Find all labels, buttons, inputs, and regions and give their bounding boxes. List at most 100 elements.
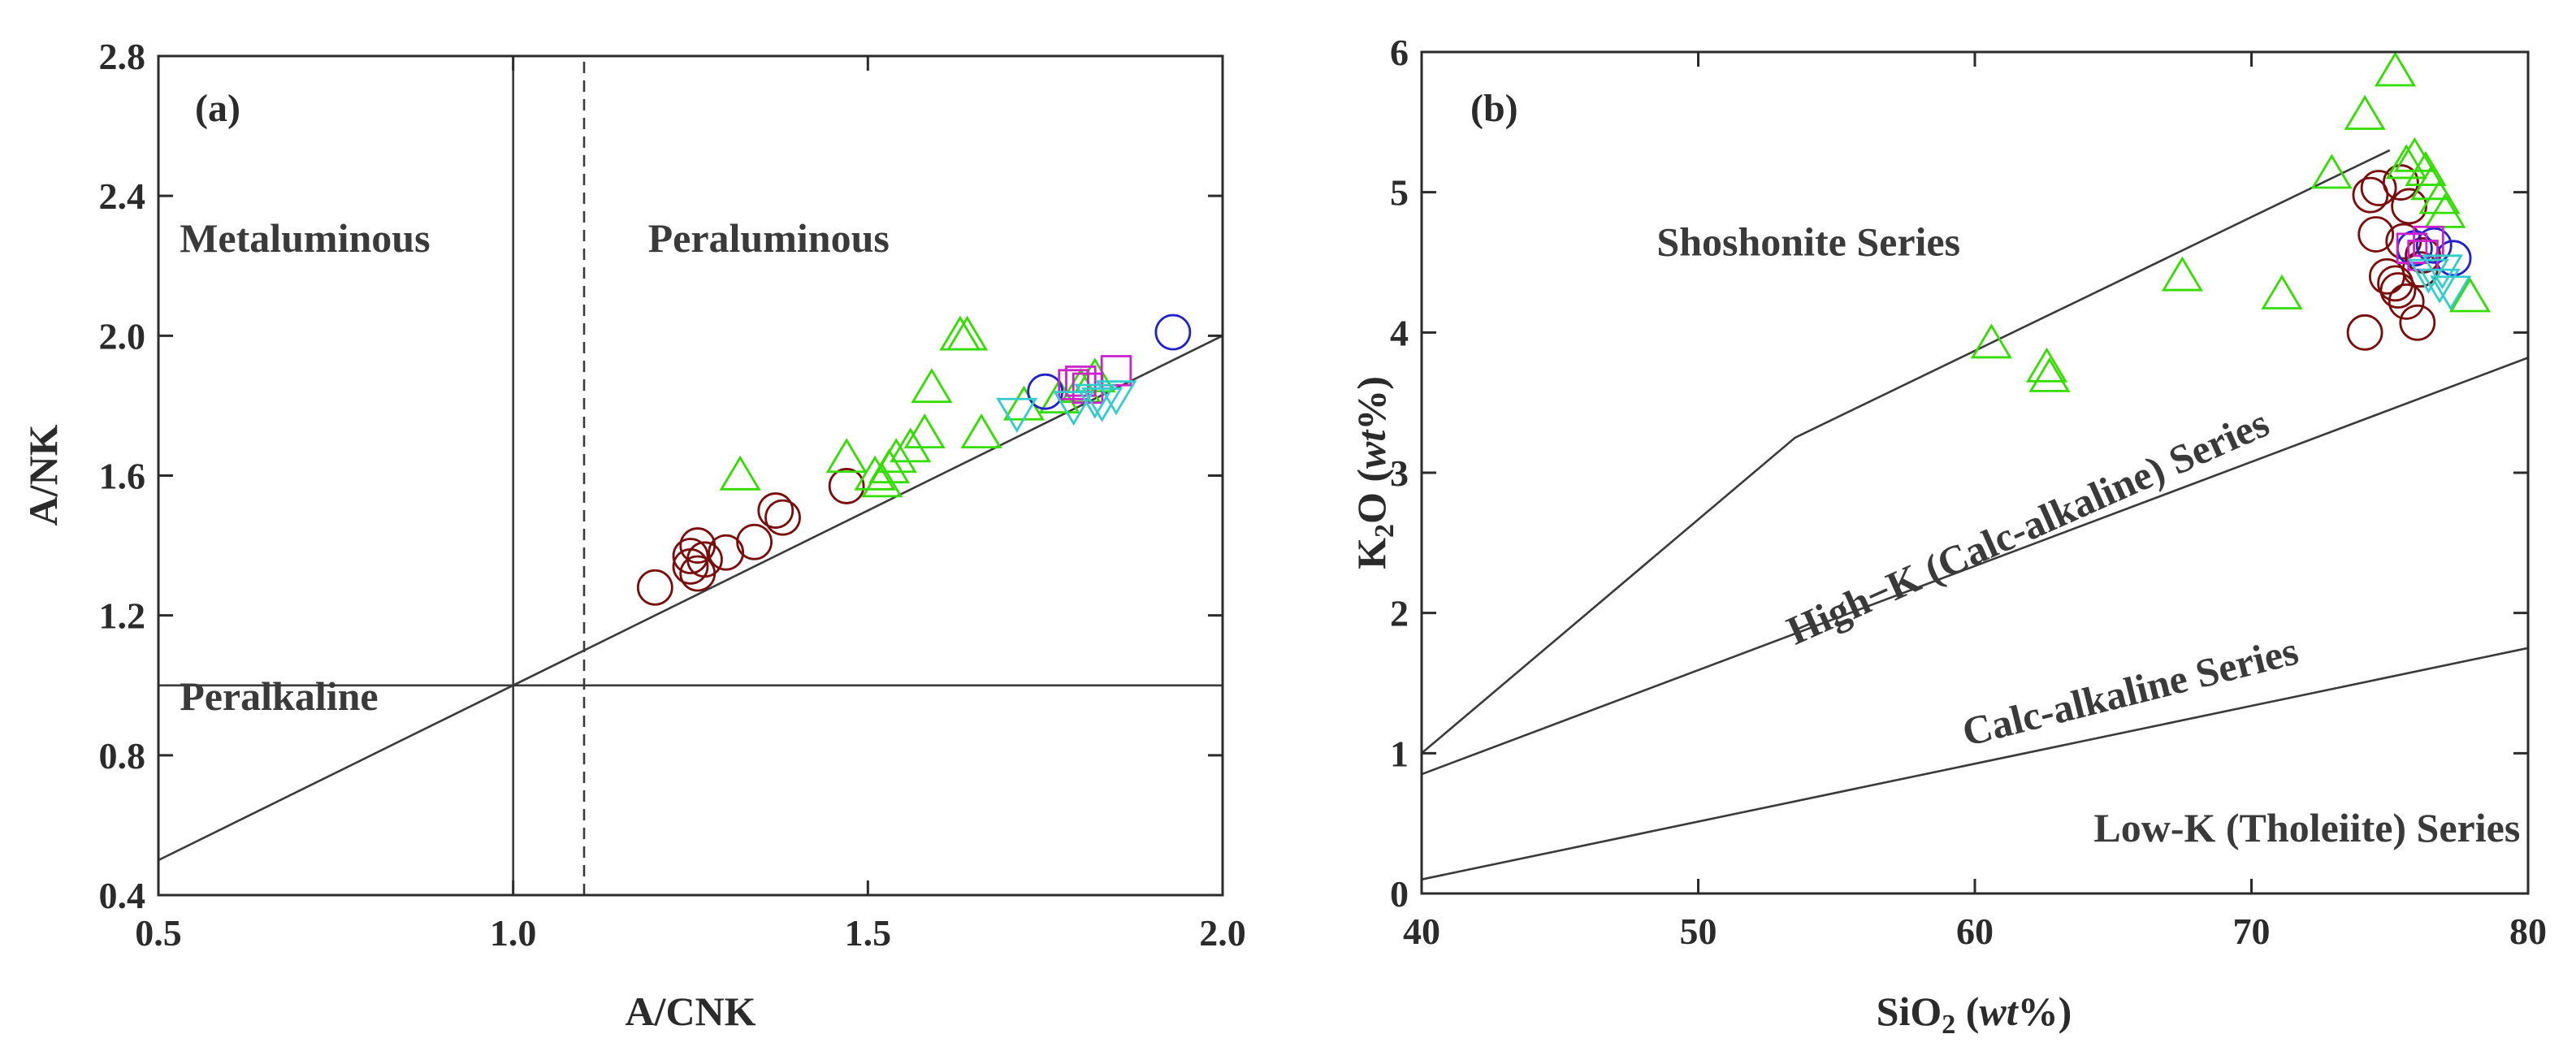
data-point-circle	[636, 569, 673, 606]
data-point-triangle-up	[890, 427, 932, 463]
data-point-circle	[708, 534, 745, 571]
data-point-circle	[2388, 283, 2425, 320]
panel-b-y-tick-label: 4	[1390, 312, 1409, 353]
panel-a-plot: Metaluminous Peraluminous Peralkaline 0.5 1…	[20, 36, 1246, 1034]
panel-b-x-tick-label: 40	[1403, 911, 1440, 952]
panel-a-y-tick-label: 1.2	[99, 595, 146, 637]
panel-b-x-axis-title-main: SiO	[1877, 989, 1942, 1034]
data-point-triangle-down	[996, 397, 1038, 433]
panel-b-y-axis-title-main: K	[1349, 538, 1394, 569]
panel-b-y-tick-label: 6	[1390, 32, 1409, 73]
panel-b-series-cyan-triangles-down	[2407, 254, 2472, 311]
data-point-triangle-up	[2448, 277, 2492, 313]
panel-b-y-axis-title-o: O (	[1349, 469, 1394, 524]
data-point-triangle-up	[939, 315, 981, 351]
data-point-circle	[764, 499, 801, 536]
data-point-triangle-down	[2430, 275, 2472, 311]
data-point-circle	[2360, 170, 2397, 206]
panel-a-series-cyan-triangles-down	[996, 380, 1137, 433]
panel-a-y-tick-label: 1.6	[99, 456, 146, 497]
panel-b-y-tick-label: 3	[1390, 452, 1409, 494]
panel-b-y-axis-title: K2O (wt%)	[1349, 376, 1400, 569]
panel-a-y-tick-label: 0.4	[99, 875, 146, 916]
panel-b-boundary-line-2	[1421, 647, 2529, 880]
panel-b-series-green-triangles	[1970, 51, 2492, 392]
panel-b-region-label-0: Shoshonite Series	[1656, 218, 1960, 264]
data-point-triangle-up	[719, 455, 761, 491]
data-point-circle	[2415, 227, 2453, 264]
data-point-circle	[757, 492, 794, 529]
panel-b-x-tick-label: 80	[2509, 911, 2547, 952]
panel-b-x-axis-title-unit: wt	[1979, 989, 2019, 1034]
data-point-triangle-up	[2310, 154, 2353, 189]
panel-b-y-tick-label: 1	[1390, 733, 1409, 774]
data-point-circle	[2352, 176, 2389, 214]
data-point-triangle-up	[825, 438, 868, 474]
data-point-circle	[2346, 314, 2383, 351]
data-point-triangle-up	[1002, 385, 1046, 421]
data-point-triangle-down	[2421, 254, 2464, 290]
panel-a-y-tick-label: 2.8	[99, 36, 146, 77]
panel-b-region-label-1: High−K (Calc-alkaline) Series	[1780, 400, 2275, 653]
panel-b-plot: Shoshonite Series High−K (Calc-alkaline) …	[1349, 32, 2547, 1040]
data-point-circle	[672, 538, 709, 574]
data-point-triangle-up	[2161, 256, 2203, 292]
data-point-triangle-up	[903, 413, 946, 449]
panel-b-region-label-3: Low-K (Tholeiite) Series	[2093, 805, 2520, 850]
panel-a-axes-frame	[157, 54, 1224, 897]
panel-a-boundary-line-3	[158, 335, 1223, 862]
data-point-triangle-up	[911, 368, 953, 404]
data-point-triangle-up	[2025, 347, 2068, 383]
data-point-square	[1065, 366, 1097, 397]
panel-a-region-label-0: Metaluminous	[180, 215, 430, 261]
data-point-triangle-down	[1053, 391, 1095, 426]
data-point-square	[1100, 355, 1132, 387]
data-point-circle	[828, 468, 865, 504]
panel-a-x-tick-label: 0.5	[135, 912, 182, 954]
data-point-triangle-up	[2405, 150, 2447, 186]
panel-a-series-magenta-squares	[1058, 355, 1132, 405]
panel-a-label: (a)	[195, 87, 240, 130]
panel-a-x-tick-label: 2.0	[1199, 912, 1246, 954]
data-point-triangle-up	[2261, 274, 2303, 309]
data-point-circle	[2379, 272, 2417, 309]
panel-b-boundary-line-0	[1421, 149, 2391, 755]
panel-b-x-axis-title: SiO2 (wt%)	[1877, 989, 2072, 1040]
data-point-circle	[672, 548, 709, 585]
data-point-circle	[736, 523, 773, 560]
panel-b-axes-frame	[1420, 50, 2530, 895]
panel-b-x-tick-label: 70	[2233, 911, 2271, 952]
panel-a-y-tick-label: 0.8	[99, 735, 146, 777]
data-point-circle	[2357, 216, 2395, 253]
data-point-triangle-up	[960, 413, 1002, 449]
panel-b-y-axis-title-sub: 2	[1370, 524, 1400, 538]
panel-a-y-tick-label: 2.4	[99, 175, 146, 217]
panel-a-series-dark-red-circles	[636, 468, 865, 606]
panel-b-x-axis-title-sub: 2	[1942, 1010, 1955, 1040]
panel-b-y-tick-label: 5	[1390, 172, 1409, 214]
data-point-triangle-down	[1074, 383, 1116, 419]
data-point-triangle-up	[1970, 323, 2012, 359]
panel-b-x-tick-label: 60	[1956, 911, 1994, 952]
data-point-triangle-down	[2418, 268, 2461, 304]
data-point-triangle-up	[2374, 51, 2417, 87]
data-point-triangle-down	[1095, 380, 1137, 416]
data-point-triangle-up	[2385, 144, 2427, 180]
panel-a-x-axis-title: A/CNK	[625, 989, 755, 1034]
panel-b-y-tick-label: 0	[1390, 873, 1409, 915]
data-point-triangle-up	[875, 438, 917, 474]
panel-a-x-tick-label: 1.0	[490, 912, 537, 954]
panel-b-x-axis-title-unit-open: (	[1955, 989, 1979, 1034]
panel-a-y-tick-label: 2.0	[99, 315, 146, 357]
data-point-triangle-up	[2344, 94, 2386, 130]
panel-b-x-axis-title-unit-close: %)	[2018, 989, 2072, 1034]
panel-b-y-axis-title-unit-close: %)	[1349, 376, 1394, 430]
panel-b-y-axis-title-unit: wt	[1349, 429, 1394, 469]
data-point-triangle-up	[2028, 357, 2071, 392]
data-point-triangle-up	[2424, 193, 2466, 228]
data-point-circle	[2382, 164, 2419, 201]
panel-b-x-tick-label: 50	[1680, 911, 1717, 952]
panel-b-label: (b)	[1470, 87, 1518, 130]
data-point-triangle-up	[854, 455, 896, 491]
